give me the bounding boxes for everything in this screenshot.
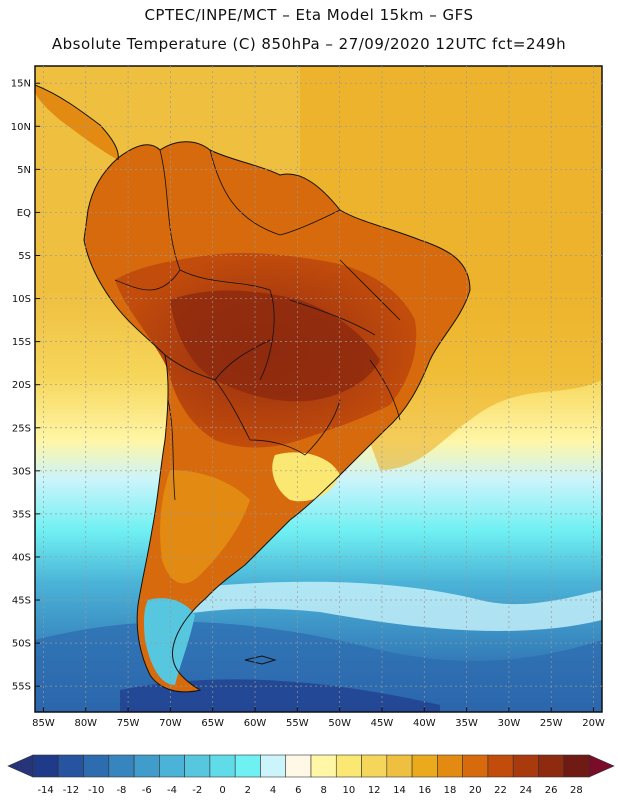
lon-label: 20W — [582, 718, 605, 729]
colorbar-cell — [538, 754, 565, 778]
colorbar-tick-label: 2 — [245, 785, 251, 796]
colorbar-cell — [285, 754, 312, 778]
lon-label: 40W — [413, 718, 436, 729]
central-america — [35, 85, 119, 160]
colorbar-tick-label: 20 — [469, 785, 482, 796]
map-frame — [34, 65, 603, 713]
colorbar-over-arrow — [588, 754, 615, 778]
colorbar-cell — [209, 754, 236, 778]
title-line-field: Absolute Temperature (C) 850hPa – 27/09/… — [51, 35, 567, 53]
colorbar-cell — [437, 754, 463, 778]
graticule — [35, 66, 602, 712]
lat-label: 40S — [12, 552, 31, 563]
colorbar-tick-label: 24 — [519, 785, 532, 796]
lat-label: 30S — [12, 466, 31, 477]
country-borders — [114, 149, 401, 501]
lon-label: 55W — [286, 718, 309, 729]
lat-label: 5S — [18, 251, 31, 262]
coldest-core — [120, 679, 440, 712]
lon-label: 70W — [159, 718, 182, 729]
falkland-islands — [244, 655, 277, 665]
lon-label: 65W — [201, 718, 224, 729]
lat-label: 15S — [12, 337, 31, 348]
lon-label: 30W — [498, 718, 521, 729]
longitude-labels: 85W 80W 75W 70W 65W 60W 55W 50W 45W 40W 35W 30W 25W 2… — [32, 718, 605, 729]
lat-label: 45S — [12, 596, 31, 607]
hottest-core — [170, 290, 380, 402]
coastline — [83, 141, 471, 693]
colorbar-tick-label: 8 — [320, 785, 326, 796]
colorbar-tick-label: 26 — [545, 785, 558, 796]
southern-tip-cold — [144, 598, 195, 685]
lon-label: 60W — [244, 718, 267, 729]
colorbar-cell — [184, 754, 211, 778]
colorbar-tick-label: 6 — [295, 785, 301, 796]
lat-label: 25S — [12, 423, 31, 434]
colorbar-cell — [335, 754, 362, 778]
lon-label: 35W — [455, 718, 478, 729]
lat-label: 50S — [12, 639, 31, 650]
colorbar-cell — [57, 754, 84, 778]
lat-label: 55S — [12, 682, 31, 693]
colorbar-tick-label: -4 — [167, 785, 177, 796]
latitude-labels: 15N 10N 5N EQ 5S 10S 15S 20S 25S 30S 35S 40S 45S 50S 5… — [11, 79, 31, 693]
colorbar-tick-label: 4 — [270, 785, 276, 796]
colorbar-cell — [234, 754, 261, 778]
lat-label: EQ — [17, 208, 31, 219]
colorbar-cell — [108, 754, 135, 778]
title-line-model: CPTEC/INPE/MCT – Eta Model 15km – GFS — [144, 6, 474, 24]
colorbar-tick-label: 0 — [219, 785, 225, 796]
lat-label: 15N — [11, 79, 31, 90]
colorbar-tick-label: 16 — [418, 785, 431, 796]
colorbar-cell — [487, 754, 514, 778]
colorbar-tick-label: 22 — [494, 785, 507, 796]
lat-label: 20S — [12, 380, 31, 391]
colorbar-cell — [260, 754, 287, 778]
lon-label: 45W — [371, 718, 394, 729]
colorbar-under-arrow — [7, 754, 34, 778]
colorbar-tick-label: -14 — [37, 785, 53, 796]
colorbar-tick-label: -2 — [192, 785, 202, 796]
lon-label: 25W — [540, 718, 563, 729]
colorbar-cell — [462, 754, 489, 778]
central-america-coast — [35, 84, 119, 161]
lon-label: 85W — [32, 718, 55, 729]
colorbar-cell — [411, 754, 438, 778]
colorbar-tick-label: -6 — [142, 785, 152, 796]
uruguay-cool-patch — [272, 452, 340, 502]
colorbar-tick-label: -8 — [116, 785, 126, 796]
colorbar-cell — [159, 754, 185, 778]
lon-label: 50W — [328, 718, 351, 729]
lon-label: 75W — [117, 718, 140, 729]
colorbar-cell — [512, 754, 539, 778]
colorbar-tick-label: -10 — [88, 785, 104, 796]
colorbar-tick-label: 10 — [343, 785, 356, 796]
colorbar-cell — [563, 754, 590, 778]
colorbar-cell — [361, 754, 388, 778]
temperature-field — [35, 66, 602, 712]
colorbar-tick-label: 18 — [444, 785, 457, 796]
colorbar-cell — [386, 754, 413, 778]
colorbar-cell — [310, 754, 337, 778]
lat-label: 10N — [11, 122, 31, 133]
colorbar-tick-label: -12 — [63, 785, 79, 796]
colorbar-tick-label: 28 — [570, 785, 583, 796]
colorbar-cell — [133, 754, 160, 778]
colorbar-cell — [32, 754, 59, 778]
lat-label: 10S — [12, 294, 31, 305]
colorbar-tick-label: 14 — [393, 785, 406, 796]
lat-label: 5N — [17, 165, 31, 176]
colorbar-tick-label: 12 — [368, 785, 381, 796]
patagonia-warm-tongue — [160, 470, 250, 584]
cool-band — [150, 581, 602, 632]
lon-label: 80W — [74, 718, 97, 729]
lat-label: 35S — [12, 509, 31, 520]
colorbar-cell — [83, 754, 110, 778]
